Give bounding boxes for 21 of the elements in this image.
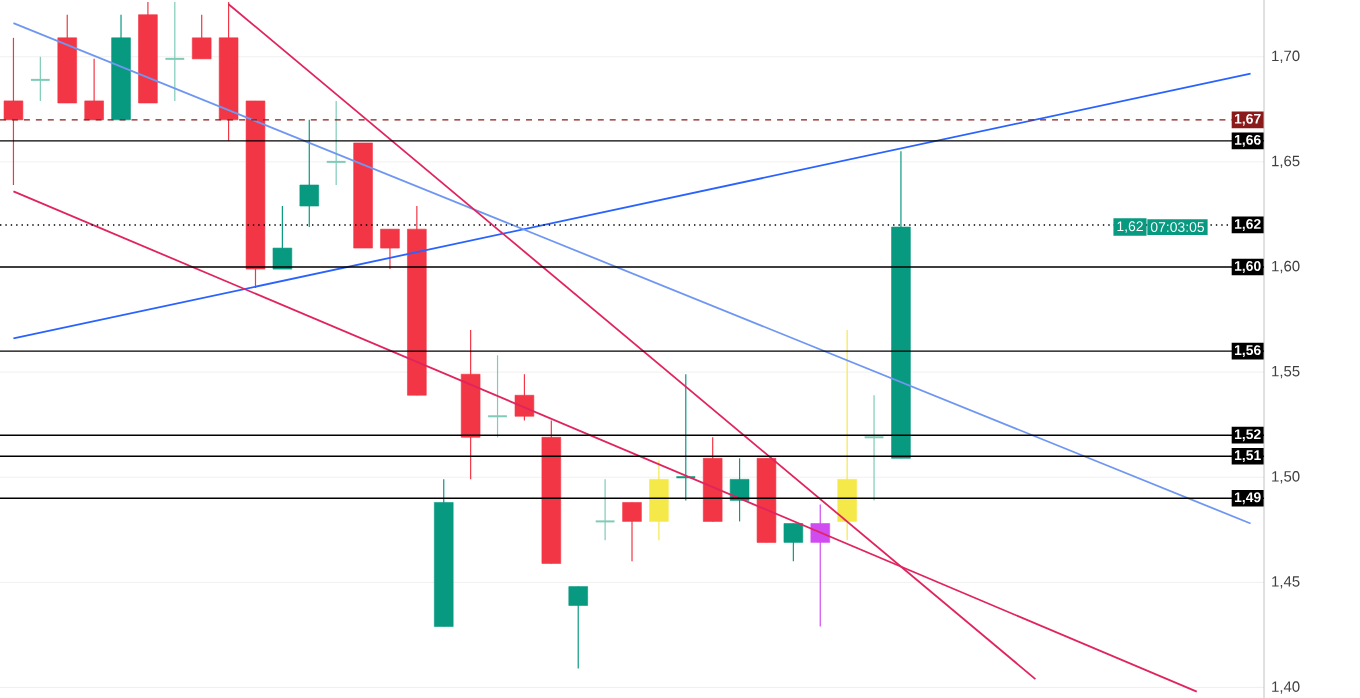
candlestick [649,459,669,541]
candlestick [514,373,535,422]
candlestick [272,205,293,270]
candlestick [863,394,885,501]
candlestick [675,373,697,501]
candlestick [3,37,24,186]
candlestick [783,522,804,562]
candlestick [622,501,642,562]
candlestick [164,1,186,102]
candlestick [84,58,104,121]
candlestick [810,503,830,628]
candlestick [837,329,857,541]
candlestick [594,478,616,541]
candlestick [29,56,51,102]
candlestick [191,14,212,60]
candlestick [568,585,588,670]
candlestick [729,457,750,522]
candlestick [487,354,508,438]
candlestick [380,228,400,270]
candlestick [325,100,347,186]
candlestick [299,119,319,228]
